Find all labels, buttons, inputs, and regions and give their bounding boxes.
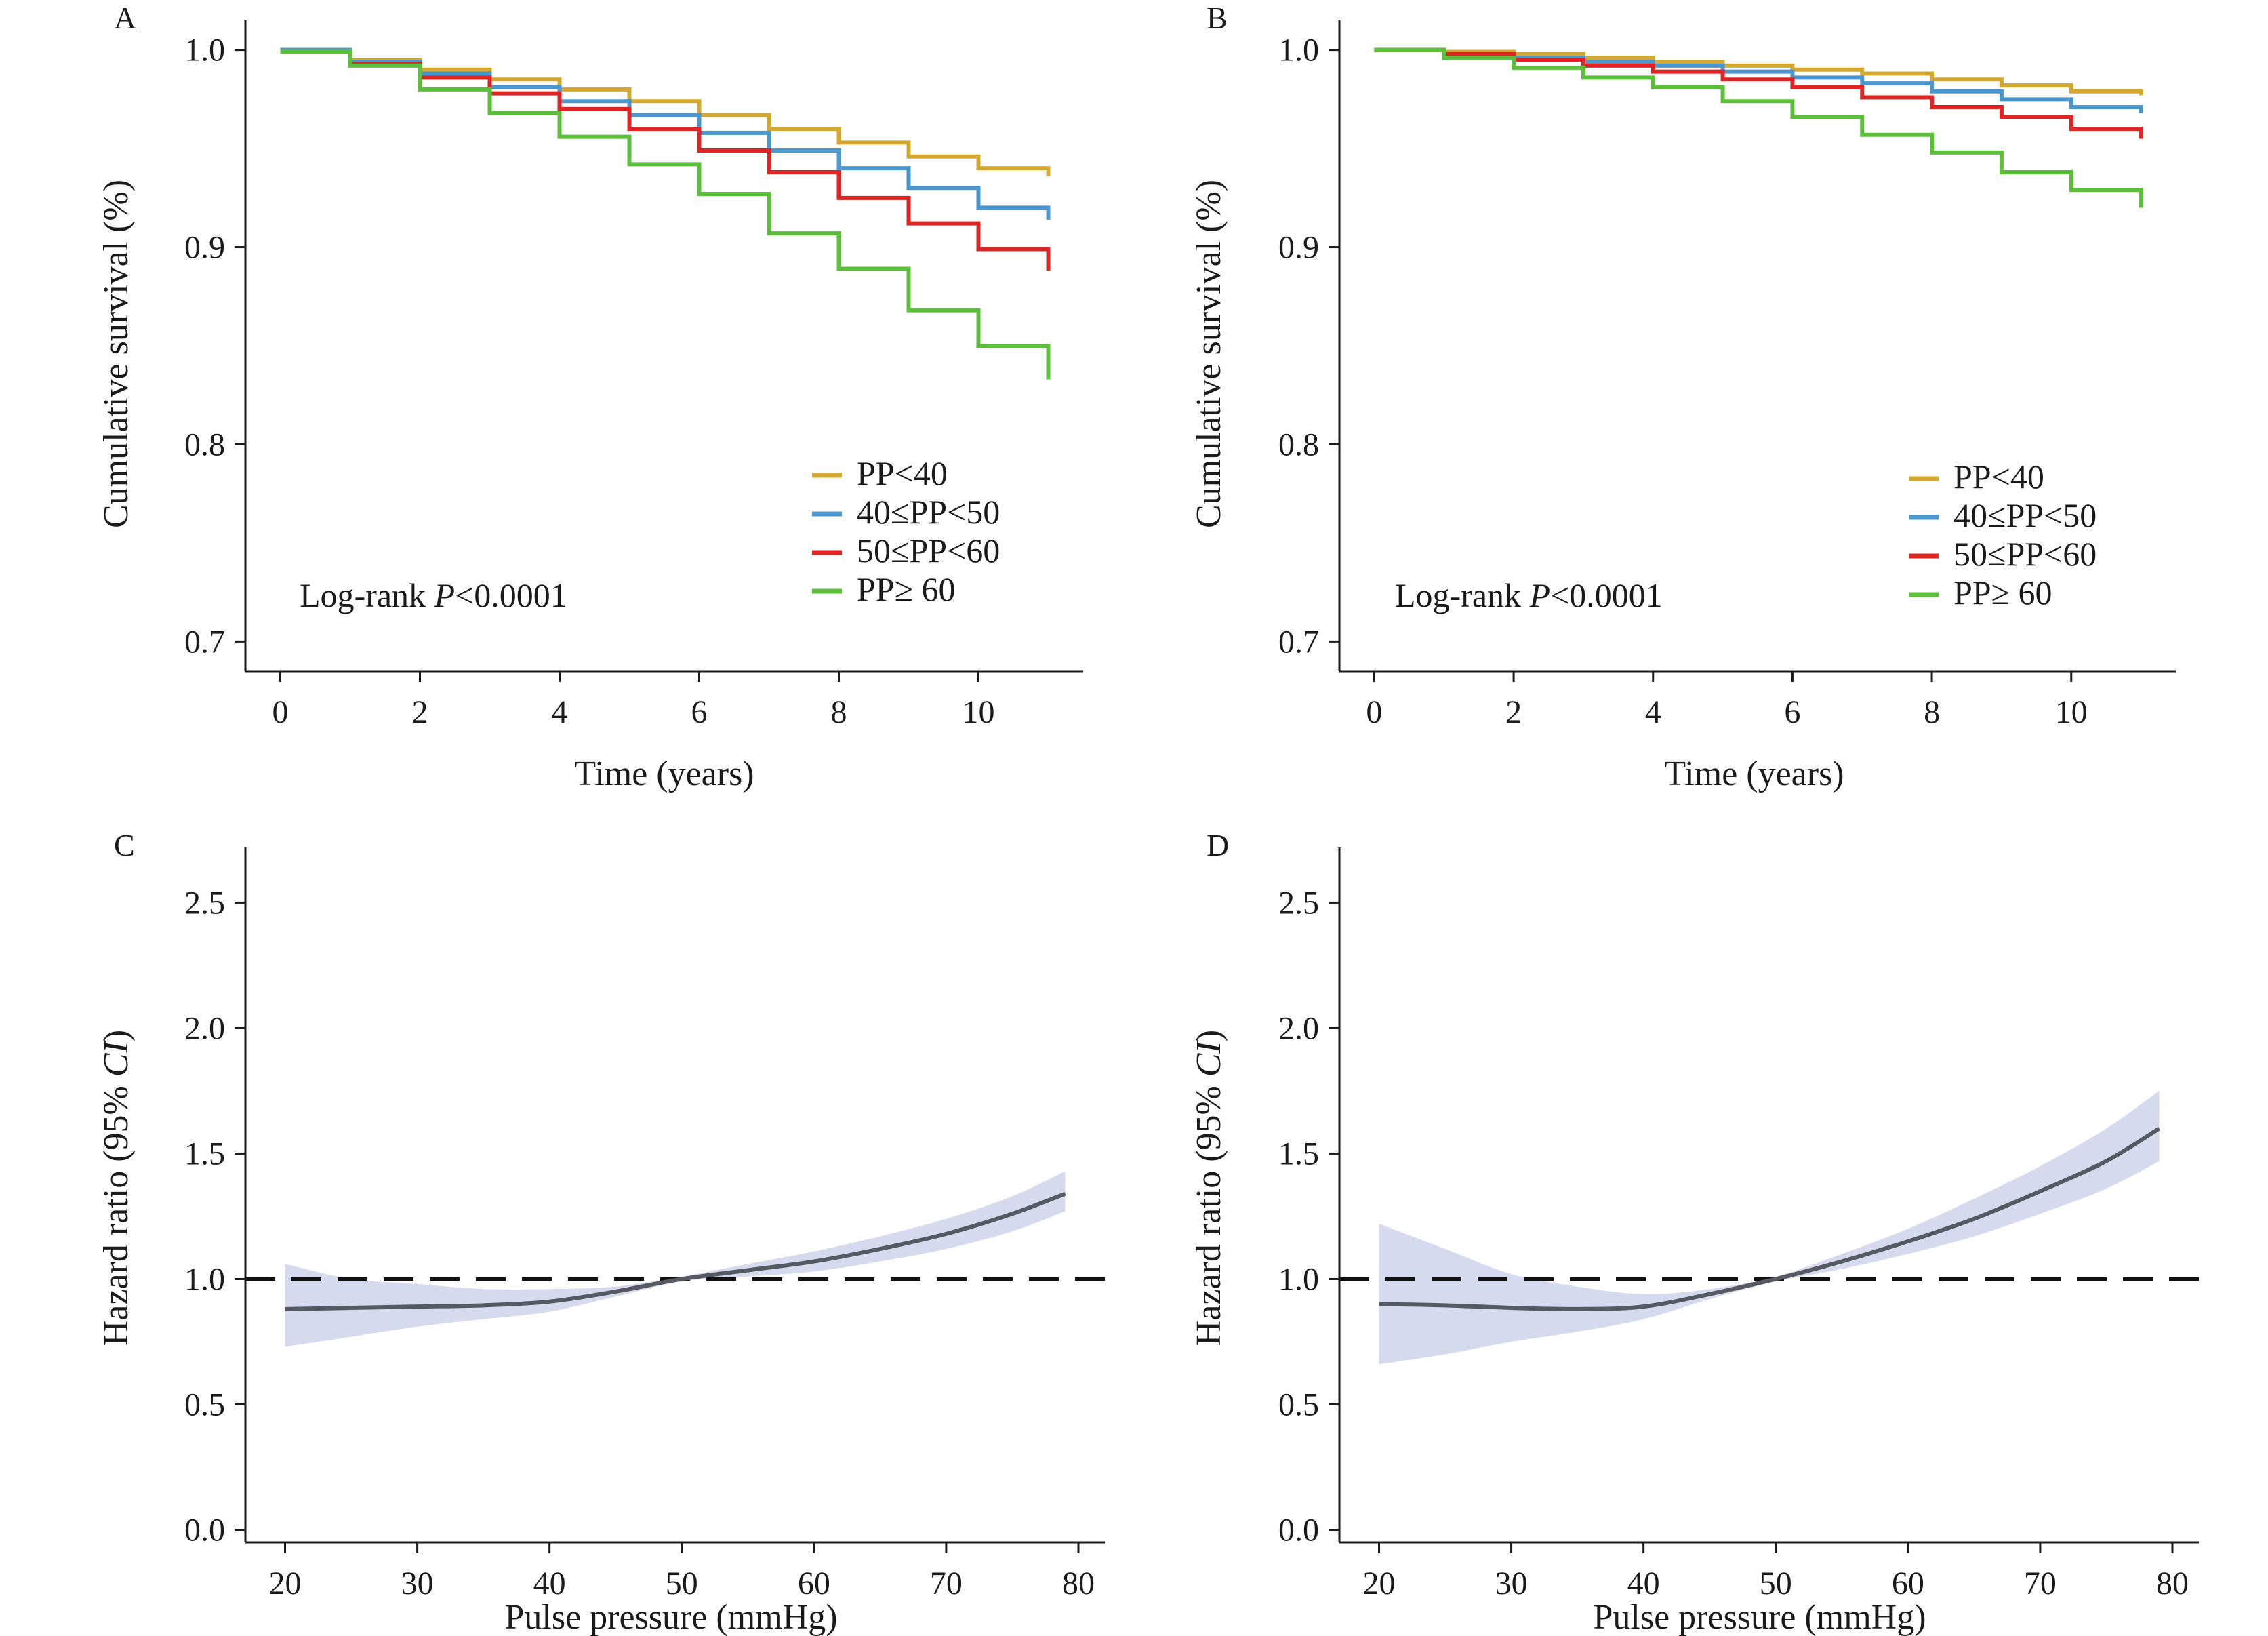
panel-label: C bbox=[114, 828, 135, 862]
x-tick-label: 30 bbox=[401, 1565, 434, 1601]
x-tick-label: 40 bbox=[533, 1565, 566, 1601]
panel-d: D 20 30 40 50 60 70 80 0.0 0.5 1.0 1.5 2.0 2.5 Pulse… bbox=[1190, 828, 2199, 1636]
y-tick-label: 1.5 bbox=[1278, 1136, 1319, 1172]
y-tick-label: 0.7 bbox=[1278, 624, 1319, 660]
survival-curve-50-pp-60 bbox=[280, 49, 1051, 271]
y-tick-label: 0.7 bbox=[184, 624, 225, 660]
panel-label: D bbox=[1207, 828, 1229, 862]
y-tick-label: 0.0 bbox=[1278, 1512, 1319, 1548]
x-tick-label: 8 bbox=[831, 694, 847, 730]
y-tick-label: 1.0 bbox=[184, 1261, 225, 1297]
panel-label: A bbox=[114, 1, 136, 35]
y-tick-label: 0.5 bbox=[1278, 1386, 1319, 1422]
x-tick-label: 0 bbox=[1366, 694, 1382, 730]
x-tick-label: 10 bbox=[2055, 694, 2088, 730]
x-tick-label: 50 bbox=[666, 1565, 698, 1601]
log-rank-annotation: Log-rank P<0.0001 bbox=[1395, 576, 1663, 614]
log-rank-annotation: Log-rank P<0.0001 bbox=[300, 576, 567, 614]
legend-label: 40≤PP<50 bbox=[857, 493, 1000, 531]
survival-curve-50-pp-60 bbox=[1374, 47, 2143, 139]
y-tick-label: 2.0 bbox=[1278, 1010, 1319, 1046]
legend-label: 50≤PP<60 bbox=[1953, 535, 2097, 573]
x-axis-title: Pulse pressure (mmHg) bbox=[1593, 1598, 1926, 1636]
panel-b: B 0 2 4 6 8 10 0.7 0.8 0.9 1.0 Time (years) Cumul… bbox=[1190, 1, 2176, 793]
x-tick-label: 2 bbox=[412, 694, 428, 730]
x-tick-label: 60 bbox=[798, 1565, 830, 1601]
y-tick-label: 0.5 bbox=[184, 1386, 225, 1422]
x-tick-label: 30 bbox=[1495, 1565, 1528, 1601]
y-tick-label: 1.0 bbox=[1278, 1261, 1319, 1297]
y-tick-label: 0.8 bbox=[184, 426, 225, 462]
x-tick-label: 80 bbox=[2156, 1565, 2189, 1601]
panel-a: A 0 2 4 6 8 10 0.7 0.8 0.9 1.0 Time (years) Cumul… bbox=[97, 1, 1083, 793]
x-tick-label: 70 bbox=[930, 1565, 963, 1601]
x-tick-label: 0 bbox=[272, 694, 289, 730]
legend-label: PP<40 bbox=[1953, 458, 2044, 496]
x-tick-label: 6 bbox=[691, 694, 708, 730]
x-tick-label: 80 bbox=[1062, 1565, 1095, 1601]
x-axis-title: Time (years) bbox=[574, 755, 754, 793]
legend-label: PP<40 bbox=[857, 454, 948, 492]
confidence-band bbox=[285, 1171, 1066, 1347]
y-tick-label: 0.0 bbox=[184, 1512, 225, 1548]
confidence-band bbox=[1379, 1090, 2160, 1365]
y-tick-label: 2.0 bbox=[184, 1010, 225, 1046]
y-tick-label: 1.0 bbox=[1278, 33, 1319, 68]
x-tick-label: 20 bbox=[269, 1565, 302, 1601]
x-tick-label: 4 bbox=[1645, 694, 1661, 730]
x-axis-title: Pulse pressure (mmHg) bbox=[504, 1598, 837, 1636]
x-axis-title: Time (years) bbox=[1664, 755, 1844, 793]
hazard-ratio-curve bbox=[285, 1191, 1066, 1311]
y-axis-title: Hazard ratio (95% CI) bbox=[97, 1030, 136, 1346]
x-tick-label: 10 bbox=[963, 694, 995, 730]
hazard-ratio-curve bbox=[1379, 1126, 2161, 1311]
x-tick-label: 4 bbox=[552, 694, 568, 730]
y-tick-label: 0.8 bbox=[1278, 426, 1319, 462]
y-tick-label: 1.0 bbox=[184, 33, 225, 68]
legend-label: 50≤PP<60 bbox=[857, 532, 1000, 570]
survival-curve-pp-60 bbox=[1374, 47, 2143, 208]
y-tick-label: 2.5 bbox=[1278, 885, 1319, 921]
panel-label: B bbox=[1207, 1, 1228, 35]
x-tick-label: 20 bbox=[1363, 1565, 1396, 1601]
y-tick-label: 1.5 bbox=[184, 1136, 225, 1172]
y-tick-label: 0.9 bbox=[184, 230, 225, 266]
x-tick-label: 60 bbox=[1892, 1565, 1924, 1601]
x-tick-label: 2 bbox=[1505, 694, 1522, 730]
y-tick-label: 0.9 bbox=[1278, 230, 1319, 266]
y-axis-title: Hazard ratio (95% CI) bbox=[1190, 1030, 1228, 1346]
x-tick-label: 40 bbox=[1627, 1565, 1660, 1601]
y-axis-title: Cumulative survival (%) bbox=[1190, 180, 1228, 528]
x-tick-label: 6 bbox=[1784, 694, 1800, 730]
x-tick-label: 8 bbox=[1924, 694, 1940, 730]
panel-c: C 20 30 40 50 60 70 80 0.0 0.5 1.0 1.5 2.0 2.5 Pulse… bbox=[97, 828, 1105, 1636]
y-axis-title: Cumulative survival (%) bbox=[97, 180, 136, 528]
survival-curve-pp-60 bbox=[280, 49, 1051, 380]
y-tick-label: 2.5 bbox=[184, 885, 225, 921]
legend-label: PP≥ 60 bbox=[1953, 574, 2052, 612]
legend-label: PP≥ 60 bbox=[857, 570, 956, 608]
x-tick-label: 70 bbox=[2024, 1565, 2057, 1601]
legend-label: 40≤PP<50 bbox=[1953, 496, 2097, 534]
survival-curve-40-pp-50 bbox=[280, 47, 1051, 220]
x-tick-label: 50 bbox=[1760, 1565, 1792, 1601]
